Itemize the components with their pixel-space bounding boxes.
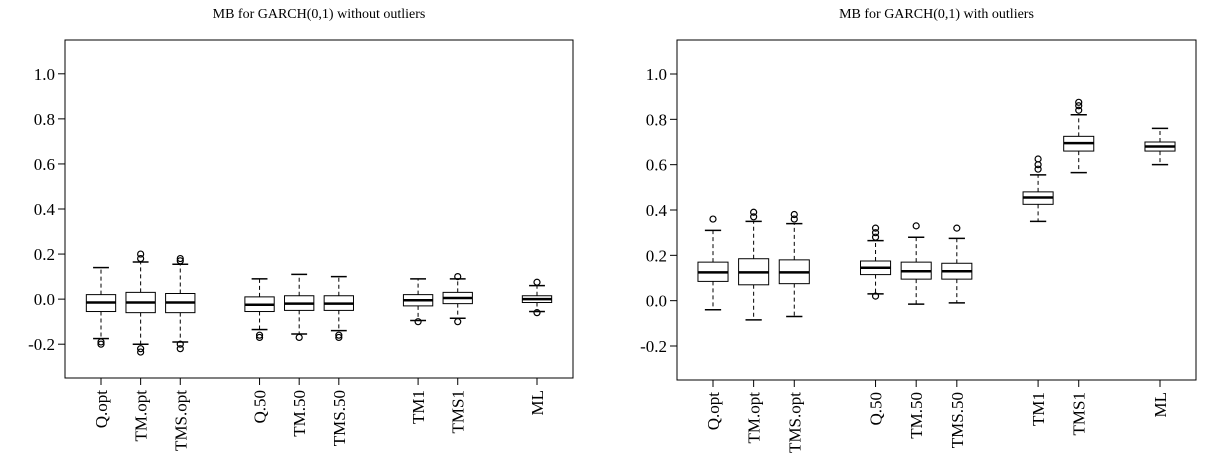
outlier: [1075, 102, 1083, 110]
y-tick-label: 1.0: [34, 65, 55, 84]
x-tick-label: TM.50: [907, 392, 926, 439]
y-tick-label: 0.2: [646, 246, 667, 265]
outlier: [255, 333, 264, 342]
y-tick-label: 0.6: [646, 156, 667, 175]
outlier: [255, 331, 264, 339]
x-tick-label: Q.50: [867, 392, 886, 426]
y-tick-label: 0.6: [34, 155, 55, 174]
outlier: [750, 208, 758, 216]
outlier: [295, 333, 303, 342]
outlier: [871, 229, 880, 237]
outlier: [137, 250, 145, 258]
outlier: [1075, 98, 1083, 106]
x-tick-label: TM1: [409, 390, 428, 424]
x-tick-label: TMS.50: [330, 390, 349, 446]
outlier: [137, 254, 145, 263]
outlier: [454, 273, 462, 281]
outlier: [750, 213, 758, 221]
y-tick-label: 0.0: [34, 290, 55, 309]
y-tick-label: 0.4: [646, 201, 668, 220]
y-tick-label: -0.2: [640, 337, 667, 356]
x-tick-label: TM1: [1029, 392, 1048, 426]
x-tick-label: Q.opt: [704, 392, 723, 431]
y-tick-label: 0.0: [646, 292, 667, 311]
x-tick-label: Q.50: [251, 390, 270, 424]
chart-title: MB for GARCH(0,1) without outliers: [213, 7, 426, 22]
plot-frame: [64, 39, 574, 379]
outlier: [176, 257, 184, 265]
x-tick-label: TMS.opt: [171, 390, 190, 451]
outlier: [533, 309, 541, 317]
x-tick-label: TM.opt: [132, 390, 151, 442]
outlier: [137, 348, 145, 356]
x-tick-label: TMS1: [1070, 392, 1089, 435]
outlier: [1034, 165, 1042, 173]
y-tick-label: -0.2: [28, 335, 55, 354]
outlier: [176, 254, 184, 263]
outlier: [790, 215, 798, 223]
outlier: [1034, 155, 1042, 163]
outlier: [790, 210, 798, 219]
outlier: [871, 224, 880, 232]
x-tick-label: ML: [1151, 392, 1170, 418]
x-tick-label: TMS1: [449, 390, 468, 433]
x-tick-label: Q.opt: [92, 390, 111, 429]
outlier: [335, 333, 343, 342]
x-tick-label: TMS.opt: [785, 392, 804, 453]
x-tick-label: ML: [528, 390, 547, 416]
x-tick-label: TMS.50: [948, 392, 967, 448]
outlier: [97, 338, 105, 346]
outlier: [871, 233, 880, 241]
outlier: [176, 340, 184, 348]
y-tick-label: 1.0: [646, 65, 667, 84]
outlier: [533, 278, 541, 286]
x-tick-label: TM.50: [290, 390, 309, 437]
y-tick-label: 0.8: [34, 110, 55, 129]
x-tick-label: TM.opt: [745, 392, 764, 444]
outlier: [1075, 106, 1083, 114]
outlier: [454, 318, 462, 326]
outlier: [953, 224, 961, 232]
outlier: [871, 292, 880, 300]
chart-title: MB for GARCH(0,1) with outliers: [839, 7, 1034, 22]
outlier: [97, 340, 105, 348]
outlier: [335, 331, 343, 339]
outlier: [137, 345, 145, 353]
y-tick-label: 0.4: [34, 200, 56, 219]
outlier: [709, 215, 717, 223]
y-tick-label: 0.2: [34, 245, 55, 264]
outlier: [414, 318, 422, 326]
outlier: [912, 222, 920, 230]
outlier: [176, 345, 184, 353]
y-tick-label: 0.8: [646, 110, 667, 129]
